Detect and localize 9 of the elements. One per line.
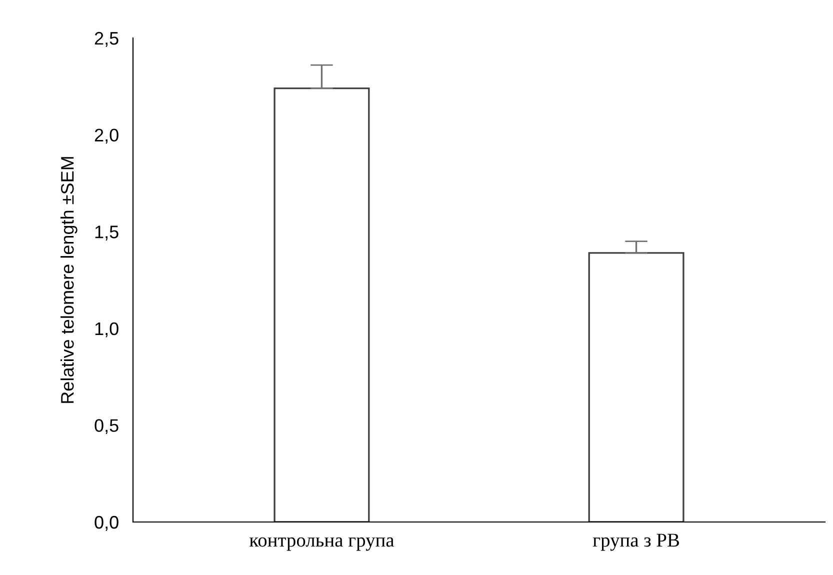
y-tick-label: 0,0 <box>94 516 118 531</box>
y-axis-title: Relative telomere length ±SEM <box>60 157 78 403</box>
y-tick-label: 0,5 <box>94 419 118 434</box>
x-tick-label: контрольна група <box>250 537 394 551</box>
y-tick-label: 1,0 <box>95 322 118 338</box>
y-tick-label: 2,0 <box>94 128 118 144</box>
y-tick-label: 1,5 <box>95 226 118 240</box>
y-tick-label: 2,5 <box>94 32 118 47</box>
x-tick-label: група з РВ <box>592 534 680 551</box>
